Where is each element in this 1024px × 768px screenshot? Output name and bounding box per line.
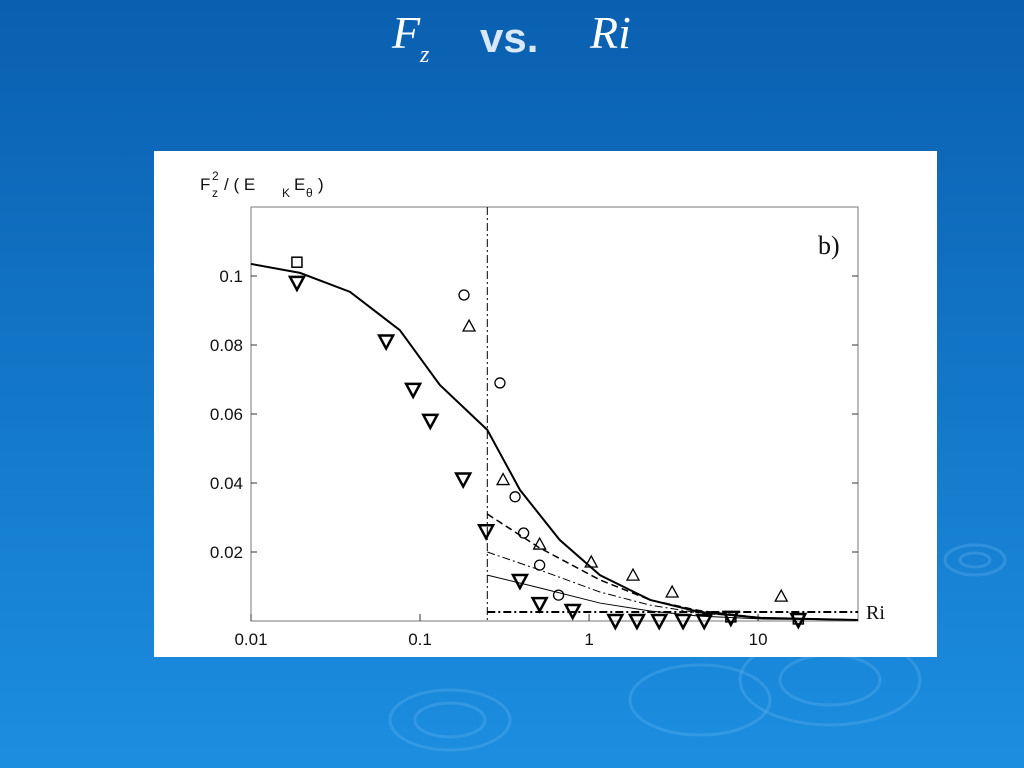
marker-circle	[494, 377, 506, 389]
marker-triangle-down	[510, 573, 530, 591]
marker-triangle-up	[584, 554, 599, 568]
marker-triangle-down	[695, 613, 714, 631]
marker-circle	[458, 289, 470, 301]
marker-circle	[533, 559, 546, 571]
title-symbol: F	[391, 7, 421, 58]
title-subscript: z	[419, 42, 430, 68]
marker-triangle-down	[421, 413, 440, 431]
title-connector: vs.	[480, 14, 538, 61]
marker-triangle-up	[461, 318, 477, 332]
y-label: )	[318, 175, 324, 194]
title-variable: Ri	[589, 7, 631, 58]
y-label: F	[200, 175, 210, 194]
marker-triangle-up	[665, 584, 680, 598]
x-tick-label: 10	[749, 630, 768, 649]
marker-triangle-down	[477, 524, 496, 541]
x-tick-label: 0.1	[408, 630, 432, 649]
marker-triangle-down	[650, 613, 669, 631]
y-tick-label: 0.08	[210, 336, 243, 355]
chart-panel	[154, 151, 937, 657]
marker-square	[725, 611, 737, 623]
y-label: K	[282, 186, 290, 200]
y-label: 2	[212, 169, 219, 183]
marker-triangle-up	[532, 536, 547, 550]
marker-triangle-up	[774, 588, 789, 602]
marker-triangle-down	[627, 613, 647, 631]
marker-square	[291, 256, 303, 268]
marker-triangle-down	[377, 334, 396, 352]
marker-triangle-down	[404, 382, 423, 400]
y-label: θ	[306, 186, 313, 200]
marker-triangle-down	[563, 603, 582, 621]
marker-triangle-down	[530, 596, 549, 614]
y-label: E	[294, 175, 305, 194]
ripples	[388, 543, 1007, 752]
y-label: / ( E	[224, 175, 255, 194]
marker-triangle-up	[625, 567, 641, 581]
slide-title: F z vs. Ri	[391, 7, 631, 68]
x-label: Ri	[866, 602, 885, 624]
y-tick-label: 0.02	[210, 543, 243, 562]
marker-circle	[517, 527, 530, 539]
y-tick-label: 0.04	[210, 474, 243, 493]
marker-square	[792, 613, 805, 625]
y-tick-label: 0.06	[210, 405, 243, 424]
marker-circle	[509, 491, 521, 503]
y-label: z	[212, 186, 218, 200]
x-tick-label: 1	[584, 630, 593, 649]
marker-circle	[552, 589, 565, 601]
curve	[487, 574, 859, 621]
x-tick-label: 0.01	[234, 630, 267, 649]
marker-triangle-up	[495, 472, 511, 486]
marker-triangle-down	[287, 275, 307, 293]
annotation: b)	[818, 231, 840, 260]
marker-triangle-down	[674, 613, 693, 631]
marker-triangle-down	[606, 613, 625, 631]
marker-triangle-down	[454, 472, 473, 490]
y-tick-label: 0.1	[219, 267, 243, 286]
